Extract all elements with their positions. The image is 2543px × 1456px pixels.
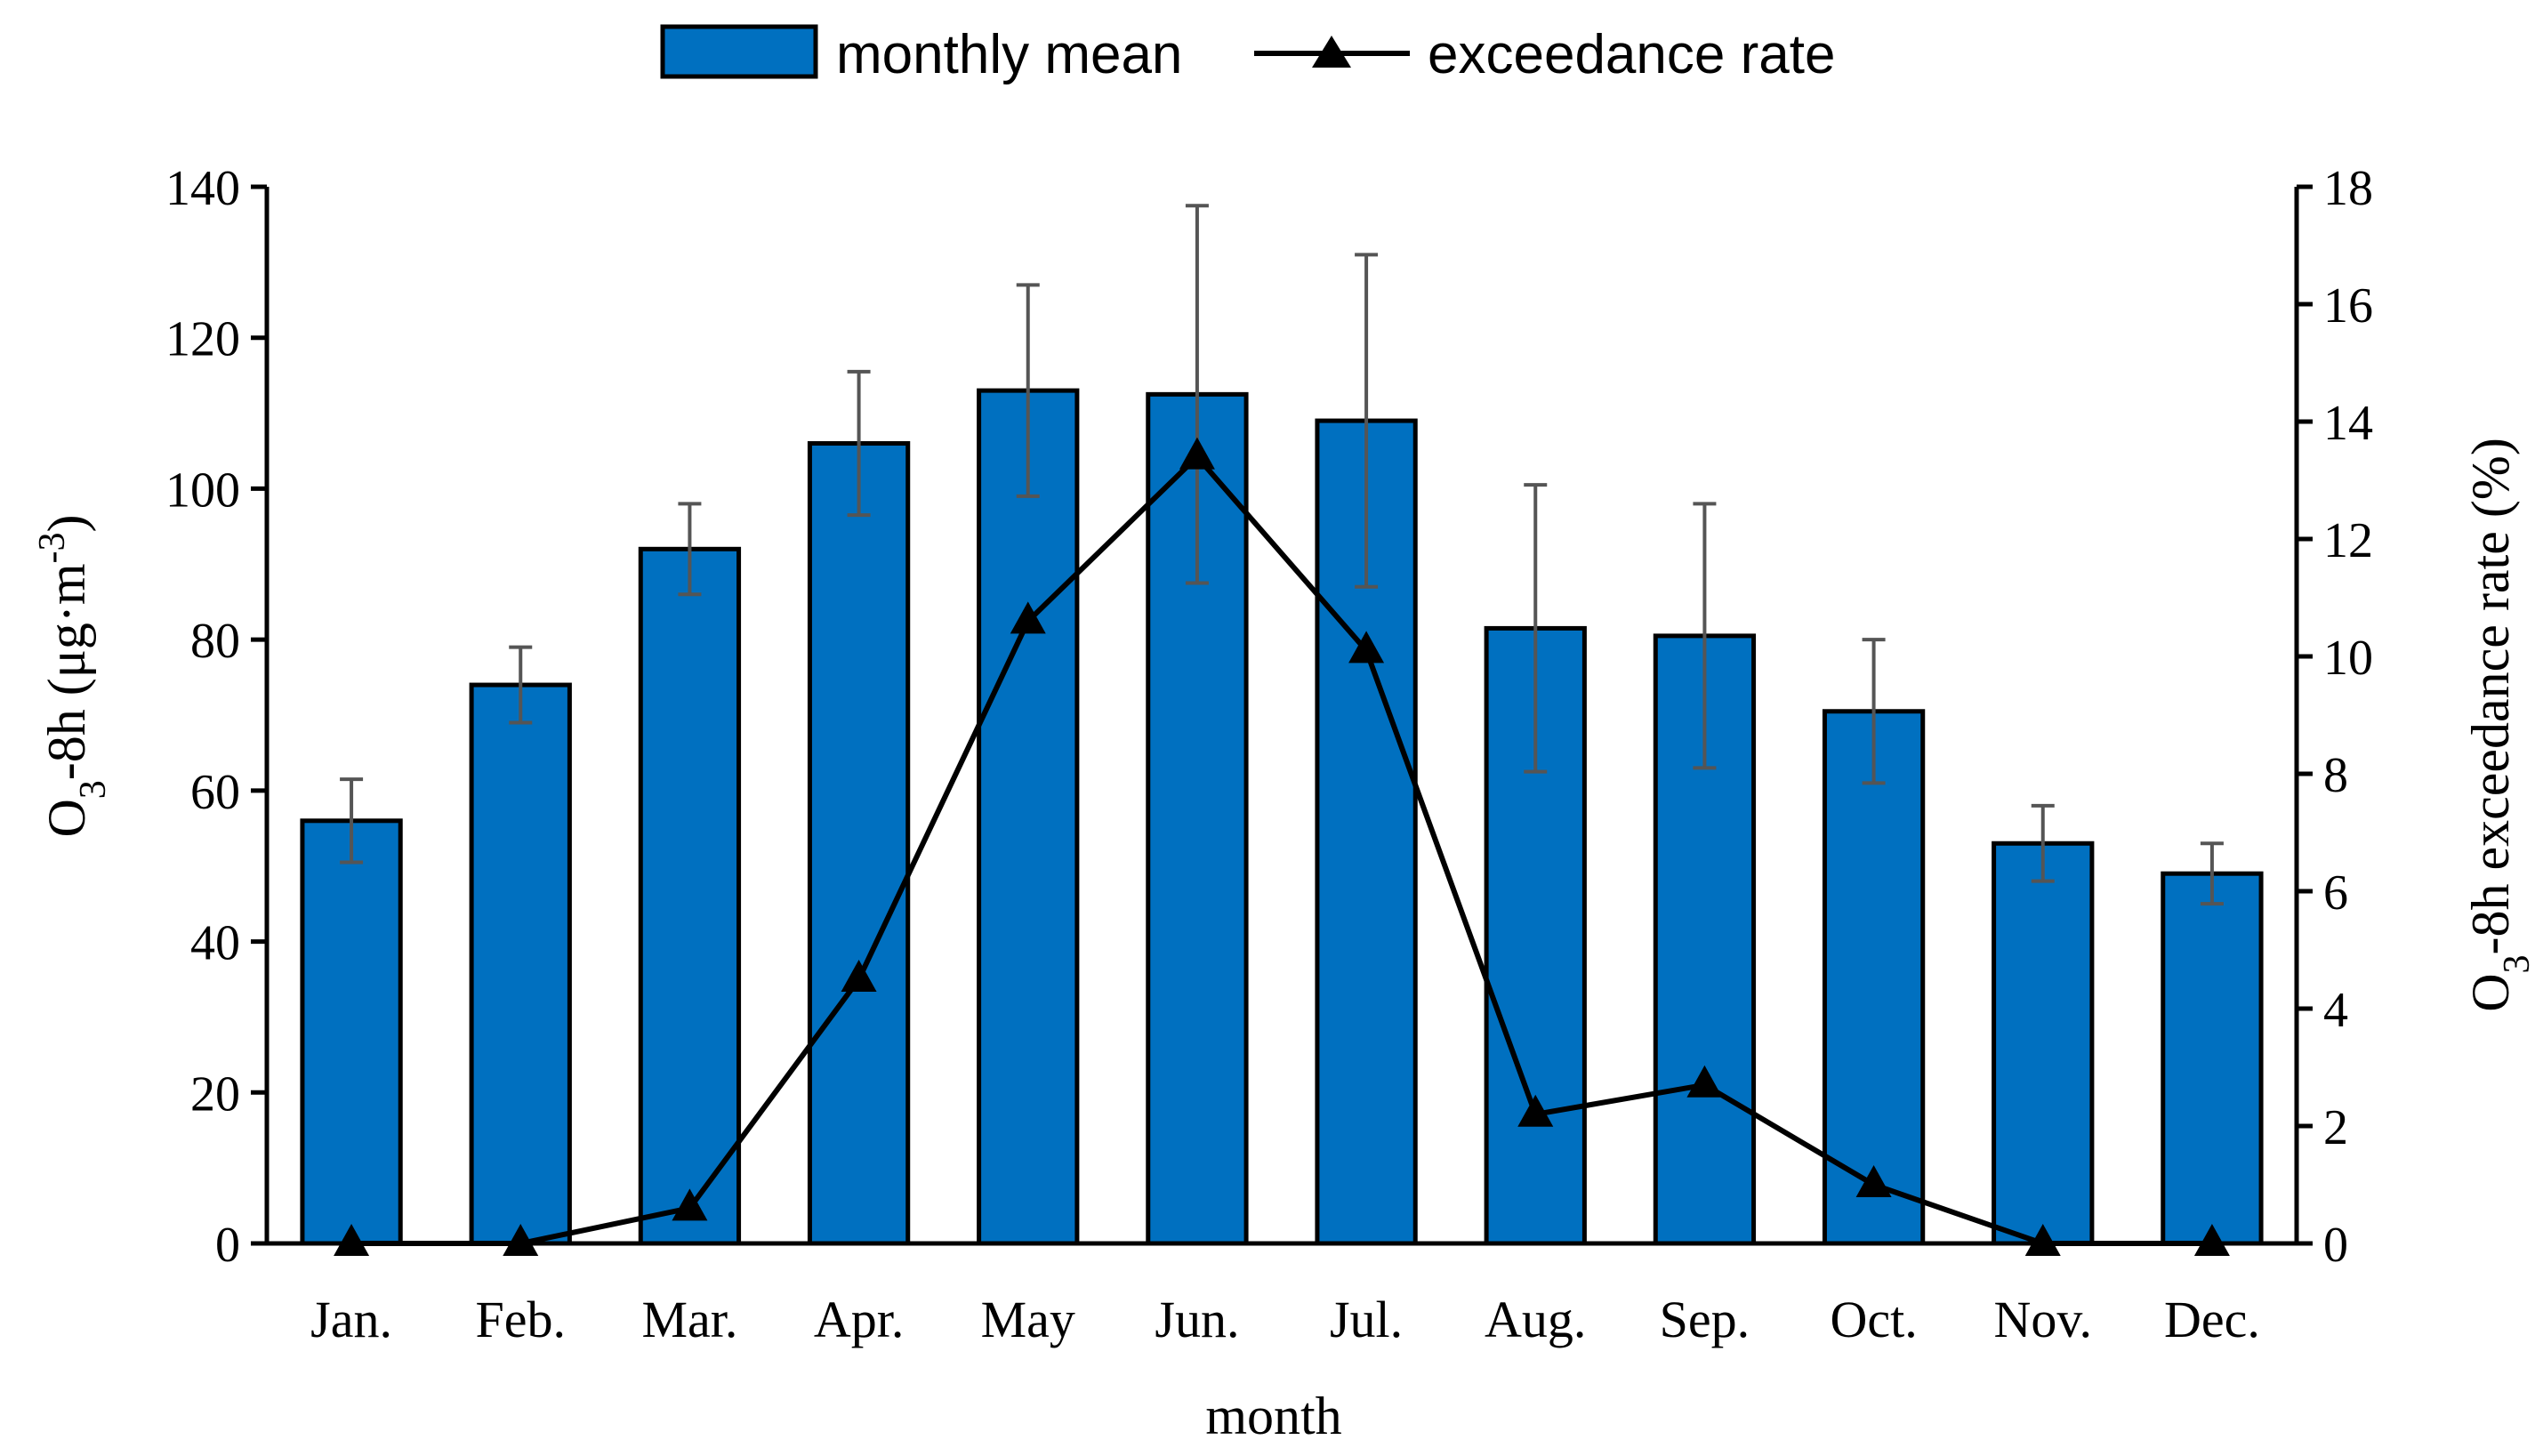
exceedance-point-6 — [1179, 437, 1215, 470]
plot-area: 0 20 40 60 80 100 120 140 0 2 4 6 8 10 12 14 16 18 Jan. Feb… — [165, 161, 2373, 1348]
right-tick-label-5: 10 — [2323, 631, 2373, 686]
exceedance-point-5 — [1010, 601, 1046, 634]
legend-label-monthly-mean: monthly mean — [836, 24, 1182, 85]
x-tick-label-5: May — [981, 1291, 1075, 1348]
left-axis-label: O3-8h (μg·m-3) — [32, 514, 114, 837]
exceedance-point-7 — [1348, 631, 1385, 664]
exceedance-point-9 — [1686, 1065, 1723, 1098]
legend-marker-exceedance-rate — [1312, 36, 1351, 68]
left-tick-label-4: 80 — [190, 614, 240, 669]
x-tick-label-3: Mar. — [641, 1291, 737, 1348]
bar-12 — [2161, 871, 2264, 1246]
exceedance-point-8 — [1517, 1094, 1554, 1127]
left-tick-label-7: 140 — [165, 161, 240, 216]
exceedance-point-11 — [2024, 1224, 2061, 1256]
x-tick-label-10: Oct. — [1830, 1291, 1917, 1348]
right-tick-label-4: 8 — [2323, 748, 2348, 803]
exceedance-point-2 — [503, 1224, 539, 1256]
x-tick-label-6: Jun. — [1155, 1291, 1239, 1348]
exceedance-point-3 — [672, 1188, 708, 1221]
right-tick-label-9: 18 — [2323, 161, 2373, 216]
right-tick-label-2: 4 — [2323, 983, 2348, 1038]
right-tick-label-3: 6 — [2323, 865, 2348, 921]
bar-5 — [977, 388, 1080, 1246]
x-tick-label-1: Jan. — [310, 1291, 392, 1348]
right-tick-label-0: 0 — [2323, 1218, 2348, 1273]
x-tick-label-4: Apr. — [814, 1291, 905, 1348]
x-tick-label-2: Feb. — [476, 1291, 567, 1348]
left-tick-label-5: 100 — [165, 463, 240, 518]
x-tick-label-7: Jul. — [1330, 1291, 1403, 1348]
left-tick-label-0: 0 — [215, 1218, 240, 1273]
x-tick-label-8: Aug. — [1485, 1291, 1586, 1348]
x-tick-label-12: Dec. — [2164, 1291, 2260, 1348]
bar-3 — [638, 546, 742, 1246]
exceedance-point-12 — [2193, 1224, 2230, 1256]
left-tick-label-1: 20 — [190, 1066, 240, 1122]
legend-label-exceedance-rate: exceedance rate — [1428, 24, 1835, 85]
left-tick-label-3: 60 — [190, 765, 240, 820]
exceedance-rate-line — [351, 454, 2212, 1246]
bar-4 — [807, 441, 911, 1246]
left-tick-label-2: 40 — [190, 916, 240, 971]
exceedance-point-1 — [334, 1224, 370, 1256]
legend-swatch-monthly-mean — [660, 24, 818, 79]
x-tick-label-11: Nov. — [1993, 1291, 2092, 1348]
left-tick-label-6: 120 — [165, 312, 240, 367]
exceedance-point-10 — [1855, 1165, 1892, 1197]
bar-2 — [469, 682, 572, 1246]
exceedance-point-4 — [841, 960, 877, 992]
right-tick-label-6: 12 — [2323, 513, 2373, 568]
bar-1 — [300, 818, 403, 1246]
right-tick-label-8: 16 — [2323, 278, 2373, 334]
x-axis-label: month — [1205, 1387, 1341, 1445]
bar-11 — [1992, 841, 2095, 1246]
x-tick-label-9: Sep. — [1660, 1291, 1750, 1348]
right-tick-label-7: 14 — [2323, 396, 2373, 451]
right-axis-label: O3-8h exceedance rate (%) — [2461, 438, 2538, 1012]
right-tick-label-1: 2 — [2323, 1100, 2348, 1155]
legend: monthly mean exceedance rate — [660, 24, 1835, 85]
